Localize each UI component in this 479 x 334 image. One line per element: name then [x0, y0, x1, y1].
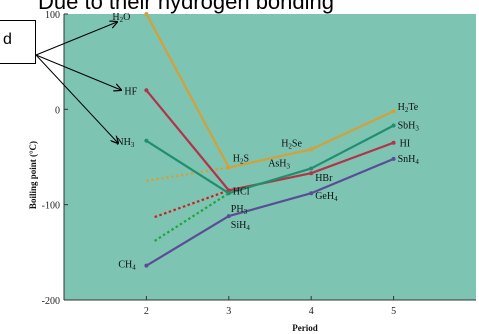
data-point-h2o	[391, 109, 396, 114]
x-tick-label: 5	[391, 306, 396, 317]
compound-label-h2s: H2S	[233, 153, 249, 165]
compound-label-hcl: HCl	[233, 186, 250, 197]
callout-text: d	[3, 31, 12, 48]
compound-label-ash3: AsH3	[268, 158, 290, 170]
compound-label-hbr: HBr	[315, 173, 333, 184]
compound-label-ph3: PH3	[231, 204, 248, 216]
data-point-h2o	[309, 147, 314, 152]
callout-arrow-hf	[35, 54, 121, 90]
data-point-ch4	[226, 214, 231, 219]
callout-box: d	[0, 20, 36, 64]
compound-label-h2se: H2Se	[281, 138, 302, 150]
data-point-ch4	[144, 263, 149, 268]
data-point-hf	[144, 88, 149, 93]
compound-label-geh4: GeH4	[315, 191, 338, 203]
x-tick-label: 2	[144, 306, 149, 317]
data-point-h2o	[144, 12, 149, 16]
extrapolation-line-group-16	[146, 166, 229, 182]
compound-label-nh3: NH3	[116, 137, 134, 149]
callout-arrow-nh3	[35, 54, 118, 143]
series-line-ch4	[145, 157, 395, 267]
y-tick-label: -200	[42, 296, 60, 307]
data-point-ch4	[309, 191, 314, 196]
series-line-nh3	[145, 124, 395, 195]
data-point-nh3	[226, 191, 231, 196]
y-tick-label: 0	[55, 105, 60, 116]
data-point-h2o	[226, 165, 231, 170]
extrapolation-line-group-17	[154, 189, 230, 219]
callout-arrow-h2o	[35, 22, 117, 56]
data-point-ch4	[391, 156, 396, 161]
data-point-nh3	[391, 123, 396, 128]
x-tick-label: 3	[226, 306, 231, 317]
y-axis-label: Boiling point (°C)	[28, 141, 38, 209]
data-point-nh3	[309, 166, 314, 171]
compound-label-snh4: SnH4	[398, 154, 420, 166]
x-tick-label: 4	[309, 306, 314, 317]
data-point-hf	[309, 171, 314, 176]
compound-label-h2te: H2Te	[398, 102, 419, 114]
series-line-h2o	[145, 13, 395, 169]
y-tick-label: -100	[42, 201, 60, 212]
compound-label-hi: HI	[400, 139, 411, 150]
compound-label-ch4: CH4	[118, 260, 136, 272]
compound-label-sbh3: SbH3	[398, 121, 420, 133]
data-point-hf	[391, 140, 396, 145]
data-point-nh3	[144, 138, 149, 143]
slide-title: Due to their hydrogen bonding	[38, 0, 334, 14]
plot-area	[64, 14, 476, 300]
x-axis-label: Period	[292, 323, 318, 333]
compound-label-hf: HF	[124, 86, 137, 97]
compound-label-h2o: H2O	[112, 12, 130, 24]
y-tick-label: 100	[45, 10, 60, 21]
compound-label-sih4: SiH4	[231, 220, 251, 232]
